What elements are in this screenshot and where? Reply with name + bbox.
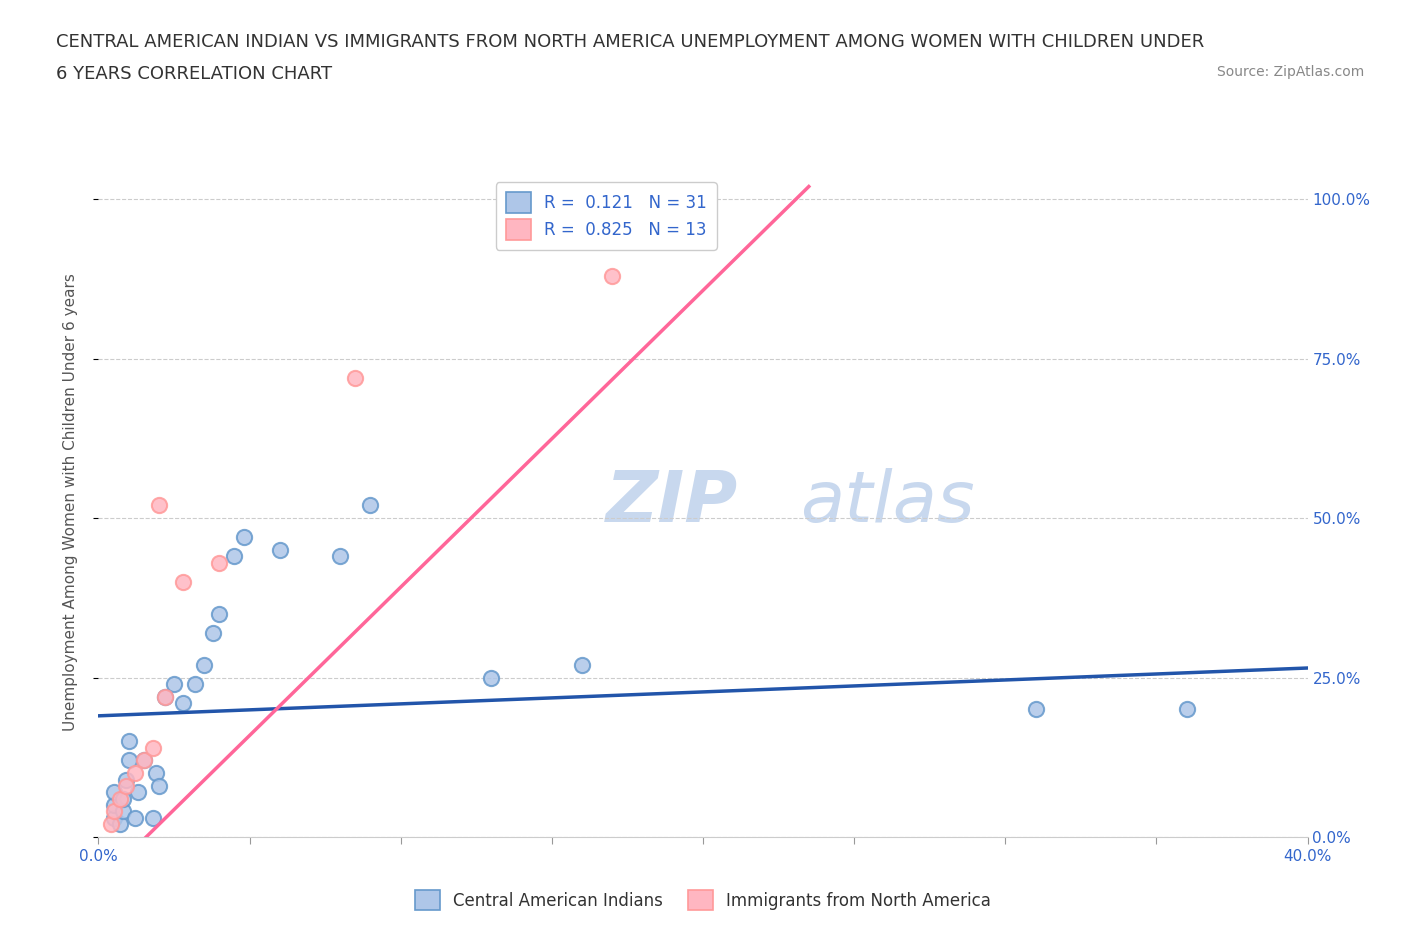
Point [100,817,122,831]
Text: CENTRAL AMERICAN INDIAN VS IMMIGRANTS FROM NORTH AMERICA UNEMPLOYMENT AMONG WOME: CENTRAL AMERICAN INDIAN VS IMMIGRANTS FR… [56,33,1205,50]
Point [202,626,225,641]
Point [329,549,352,564]
Point [172,696,194,711]
Point [208,606,231,621]
Text: ZIP: ZIP [606,468,738,537]
Point [344,370,367,385]
Point [232,530,254,545]
Point [145,765,167,780]
Legend: Central American Indians, Immigrants from North America: Central American Indians, Immigrants fro… [408,884,998,917]
Point [224,549,246,564]
Point [114,778,136,793]
Point [571,658,593,672]
Y-axis label: Unemployment Among Women with Children Under 6 years: Unemployment Among Women with Children U… [63,273,77,731]
Point [103,810,125,825]
Point [127,785,149,800]
Point [111,804,134,819]
Point [108,791,131,806]
Point [142,810,165,825]
Point [360,498,382,512]
Point [148,498,170,512]
Point [184,676,207,691]
Point [481,671,503,685]
Text: Source: ZipAtlas.com: Source: ZipAtlas.com [1216,65,1364,79]
Point [1024,702,1046,717]
Point [602,269,624,284]
Point [103,804,125,819]
Point [114,772,136,787]
Point [108,817,131,831]
Point [118,753,141,768]
Point [208,555,231,570]
Point [124,765,146,780]
Legend: R =  0.121   N = 31, R =  0.825   N = 13: R = 0.121 N = 31, R = 0.825 N = 13 [496,182,717,250]
Text: atlas: atlas [800,468,974,537]
Point [148,778,170,793]
Point [132,753,155,768]
Point [124,810,146,825]
Text: 6 YEARS CORRELATION CHART: 6 YEARS CORRELATION CHART [56,65,332,83]
Point [111,791,134,806]
Point [163,676,186,691]
Point [172,575,194,590]
Point [103,785,125,800]
Point [153,689,176,704]
Point [132,753,155,768]
Point [118,734,141,749]
Point [142,740,165,755]
Point [153,689,176,704]
Point [1175,702,1198,717]
Point [269,542,291,557]
Point [103,798,125,813]
Point [193,658,215,672]
